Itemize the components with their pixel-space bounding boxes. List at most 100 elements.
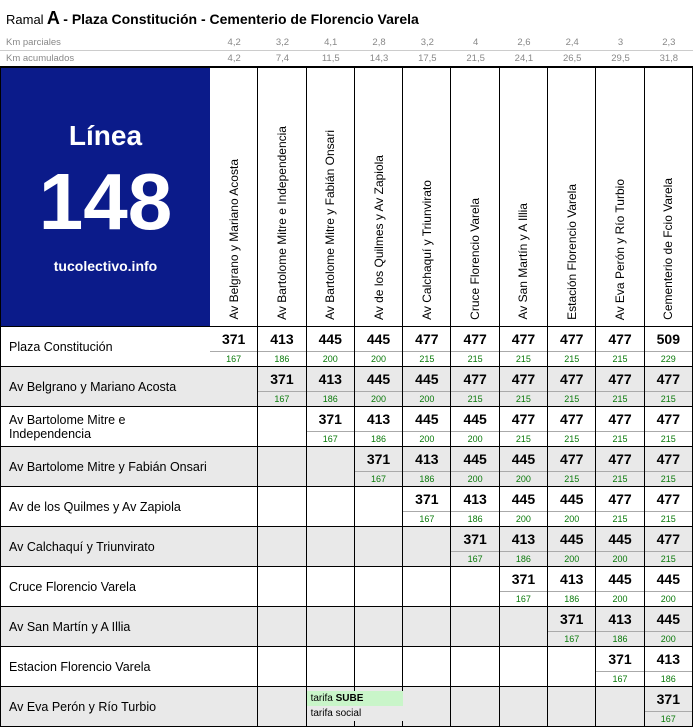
fare-cell: 371167 xyxy=(210,327,258,367)
fare-cell xyxy=(210,407,258,447)
fare-value: 371 xyxy=(451,527,498,552)
fare-value: 445 xyxy=(645,607,692,632)
km-parcial-value: 2,6 xyxy=(500,35,548,50)
fare-value: 445 xyxy=(596,527,643,552)
fare-cell xyxy=(500,647,548,687)
fare-cell xyxy=(307,487,355,527)
ramal-letter: A xyxy=(47,8,60,28)
fare-cell: 445200 xyxy=(355,327,403,367)
fare-value: 477 xyxy=(645,447,692,472)
fare-sub-value: 200 xyxy=(355,392,402,406)
fare-cell: 413186 xyxy=(451,487,499,527)
fare-value: 477 xyxy=(500,407,547,432)
fare-cell: 477215 xyxy=(596,327,644,367)
fare-cell xyxy=(548,647,596,687)
brand-number: 148 xyxy=(1,162,210,242)
fare-sub-value: 200 xyxy=(307,352,354,366)
col-stop-label: Cementerio de Fcio Varela xyxy=(645,67,693,327)
fare-value: 445 xyxy=(548,527,595,552)
fare-cell: 477215 xyxy=(645,447,693,487)
fare-cell: 445200 xyxy=(645,607,693,647)
fare-cell xyxy=(451,567,499,607)
fare-cell: 477215 xyxy=(500,407,548,447)
fare-cell: 477215 xyxy=(645,367,693,407)
col-stop-label: Av Belgrano y Mariano Acosta xyxy=(210,67,258,327)
fare-cell: 371167 xyxy=(451,527,499,567)
fare-cell xyxy=(596,687,644,727)
fare-value: 445 xyxy=(403,367,450,392)
fare-value: 445 xyxy=(355,327,402,352)
legend-social: tarifa social xyxy=(307,706,403,721)
fare-value: 477 xyxy=(548,447,595,472)
fare-value: 445 xyxy=(307,327,354,352)
fare-sub-value: 186 xyxy=(500,552,547,566)
fare-cell xyxy=(307,527,355,567)
fare-value: 477 xyxy=(596,327,643,352)
fare-cell xyxy=(403,567,451,607)
fare-cell: 477215 xyxy=(645,487,693,527)
fare-value: 371 xyxy=(548,607,595,632)
fare-sub-value: 200 xyxy=(596,592,643,606)
fare-cell xyxy=(500,607,548,647)
fare-grid: Línea 148 tucolectivo.info Plaza Constit… xyxy=(0,67,693,727)
fare-sub-value: 200 xyxy=(451,432,498,446)
fare-value: 445 xyxy=(355,367,402,392)
fare-cell: 477215 xyxy=(596,407,644,447)
fare-cell xyxy=(403,607,451,647)
fare-cell: 445200 xyxy=(596,527,644,567)
fare-cell: 413186 xyxy=(307,367,355,407)
fare-sub-value: 200 xyxy=(500,472,547,486)
fare-cell: 477215 xyxy=(451,367,499,407)
row-stop-label: Av Eva Perón y Río Turbio xyxy=(0,687,210,727)
fare-cell: 477215 xyxy=(548,367,596,407)
fare-sub-value: 167 xyxy=(596,672,643,686)
fare-sub-value: 215 xyxy=(548,392,595,406)
fare-sub-value: 200 xyxy=(403,392,450,406)
km-acumulado-value: 31,8 xyxy=(645,51,693,66)
km-parcial-value: 4,1 xyxy=(307,35,355,50)
fare-sub-value: 200 xyxy=(548,512,595,526)
fare-value: 477 xyxy=(451,327,498,352)
fare-value: 371 xyxy=(500,567,547,592)
fare-sub-value: 167 xyxy=(355,472,402,486)
fare-cell: 445200 xyxy=(451,447,499,487)
km-acumulado-value: 11,5 xyxy=(307,51,355,66)
fare-value: 413 xyxy=(258,327,305,352)
km-parcial-value: 2,3 xyxy=(645,35,693,50)
fare-value: 445 xyxy=(596,567,643,592)
fare-cell: 477215 xyxy=(548,407,596,447)
fare-cell: 477215 xyxy=(451,327,499,367)
fare-value: 413 xyxy=(596,607,643,632)
fare-sub-value: 186 xyxy=(403,472,450,486)
row-stop-label: Av Bartolome Mitre y Fabián Onsari xyxy=(0,447,210,487)
fare-cell xyxy=(548,687,596,727)
brand-site: tucolectivo.info xyxy=(1,258,210,274)
row-stop-label: Av de los Quilmes y Av Zapiola xyxy=(0,487,210,527)
fare-cell: 477215 xyxy=(548,447,596,487)
fare-value: 413 xyxy=(548,567,595,592)
fare-cell: 445200 xyxy=(645,567,693,607)
fare-sub-value: 215 xyxy=(548,432,595,446)
fare-sub-value: 186 xyxy=(258,352,305,366)
fare-sub-value: 200 xyxy=(548,552,595,566)
fare-value: 371 xyxy=(258,367,305,392)
row-stop-label: Cruce Florencio Varela xyxy=(0,567,210,607)
fare-sub-value: 215 xyxy=(645,552,692,566)
fare-cell: 413186 xyxy=(645,647,693,687)
fare-value: 371 xyxy=(307,407,354,432)
fare-cell: 371167 xyxy=(258,367,306,407)
fare-sub-value: 167 xyxy=(403,512,450,526)
fare-sub-value: 215 xyxy=(596,472,643,486)
fare-sub-value: 215 xyxy=(596,392,643,406)
fare-sub-value: 167 xyxy=(210,352,257,366)
row-stop-label: Estacion Florencio Varela xyxy=(0,647,210,687)
fare-cell: 477215 xyxy=(596,447,644,487)
fare-sub-value: 200 xyxy=(355,352,402,366)
fare-sub-value: 200 xyxy=(645,632,692,646)
fare-value: 445 xyxy=(645,567,692,592)
fare-cell xyxy=(210,447,258,487)
fare-cell: 371167 xyxy=(548,607,596,647)
fare-cell: 413186 xyxy=(548,567,596,607)
fare-cell xyxy=(258,607,306,647)
fare-sub-value: 167 xyxy=(258,392,305,406)
